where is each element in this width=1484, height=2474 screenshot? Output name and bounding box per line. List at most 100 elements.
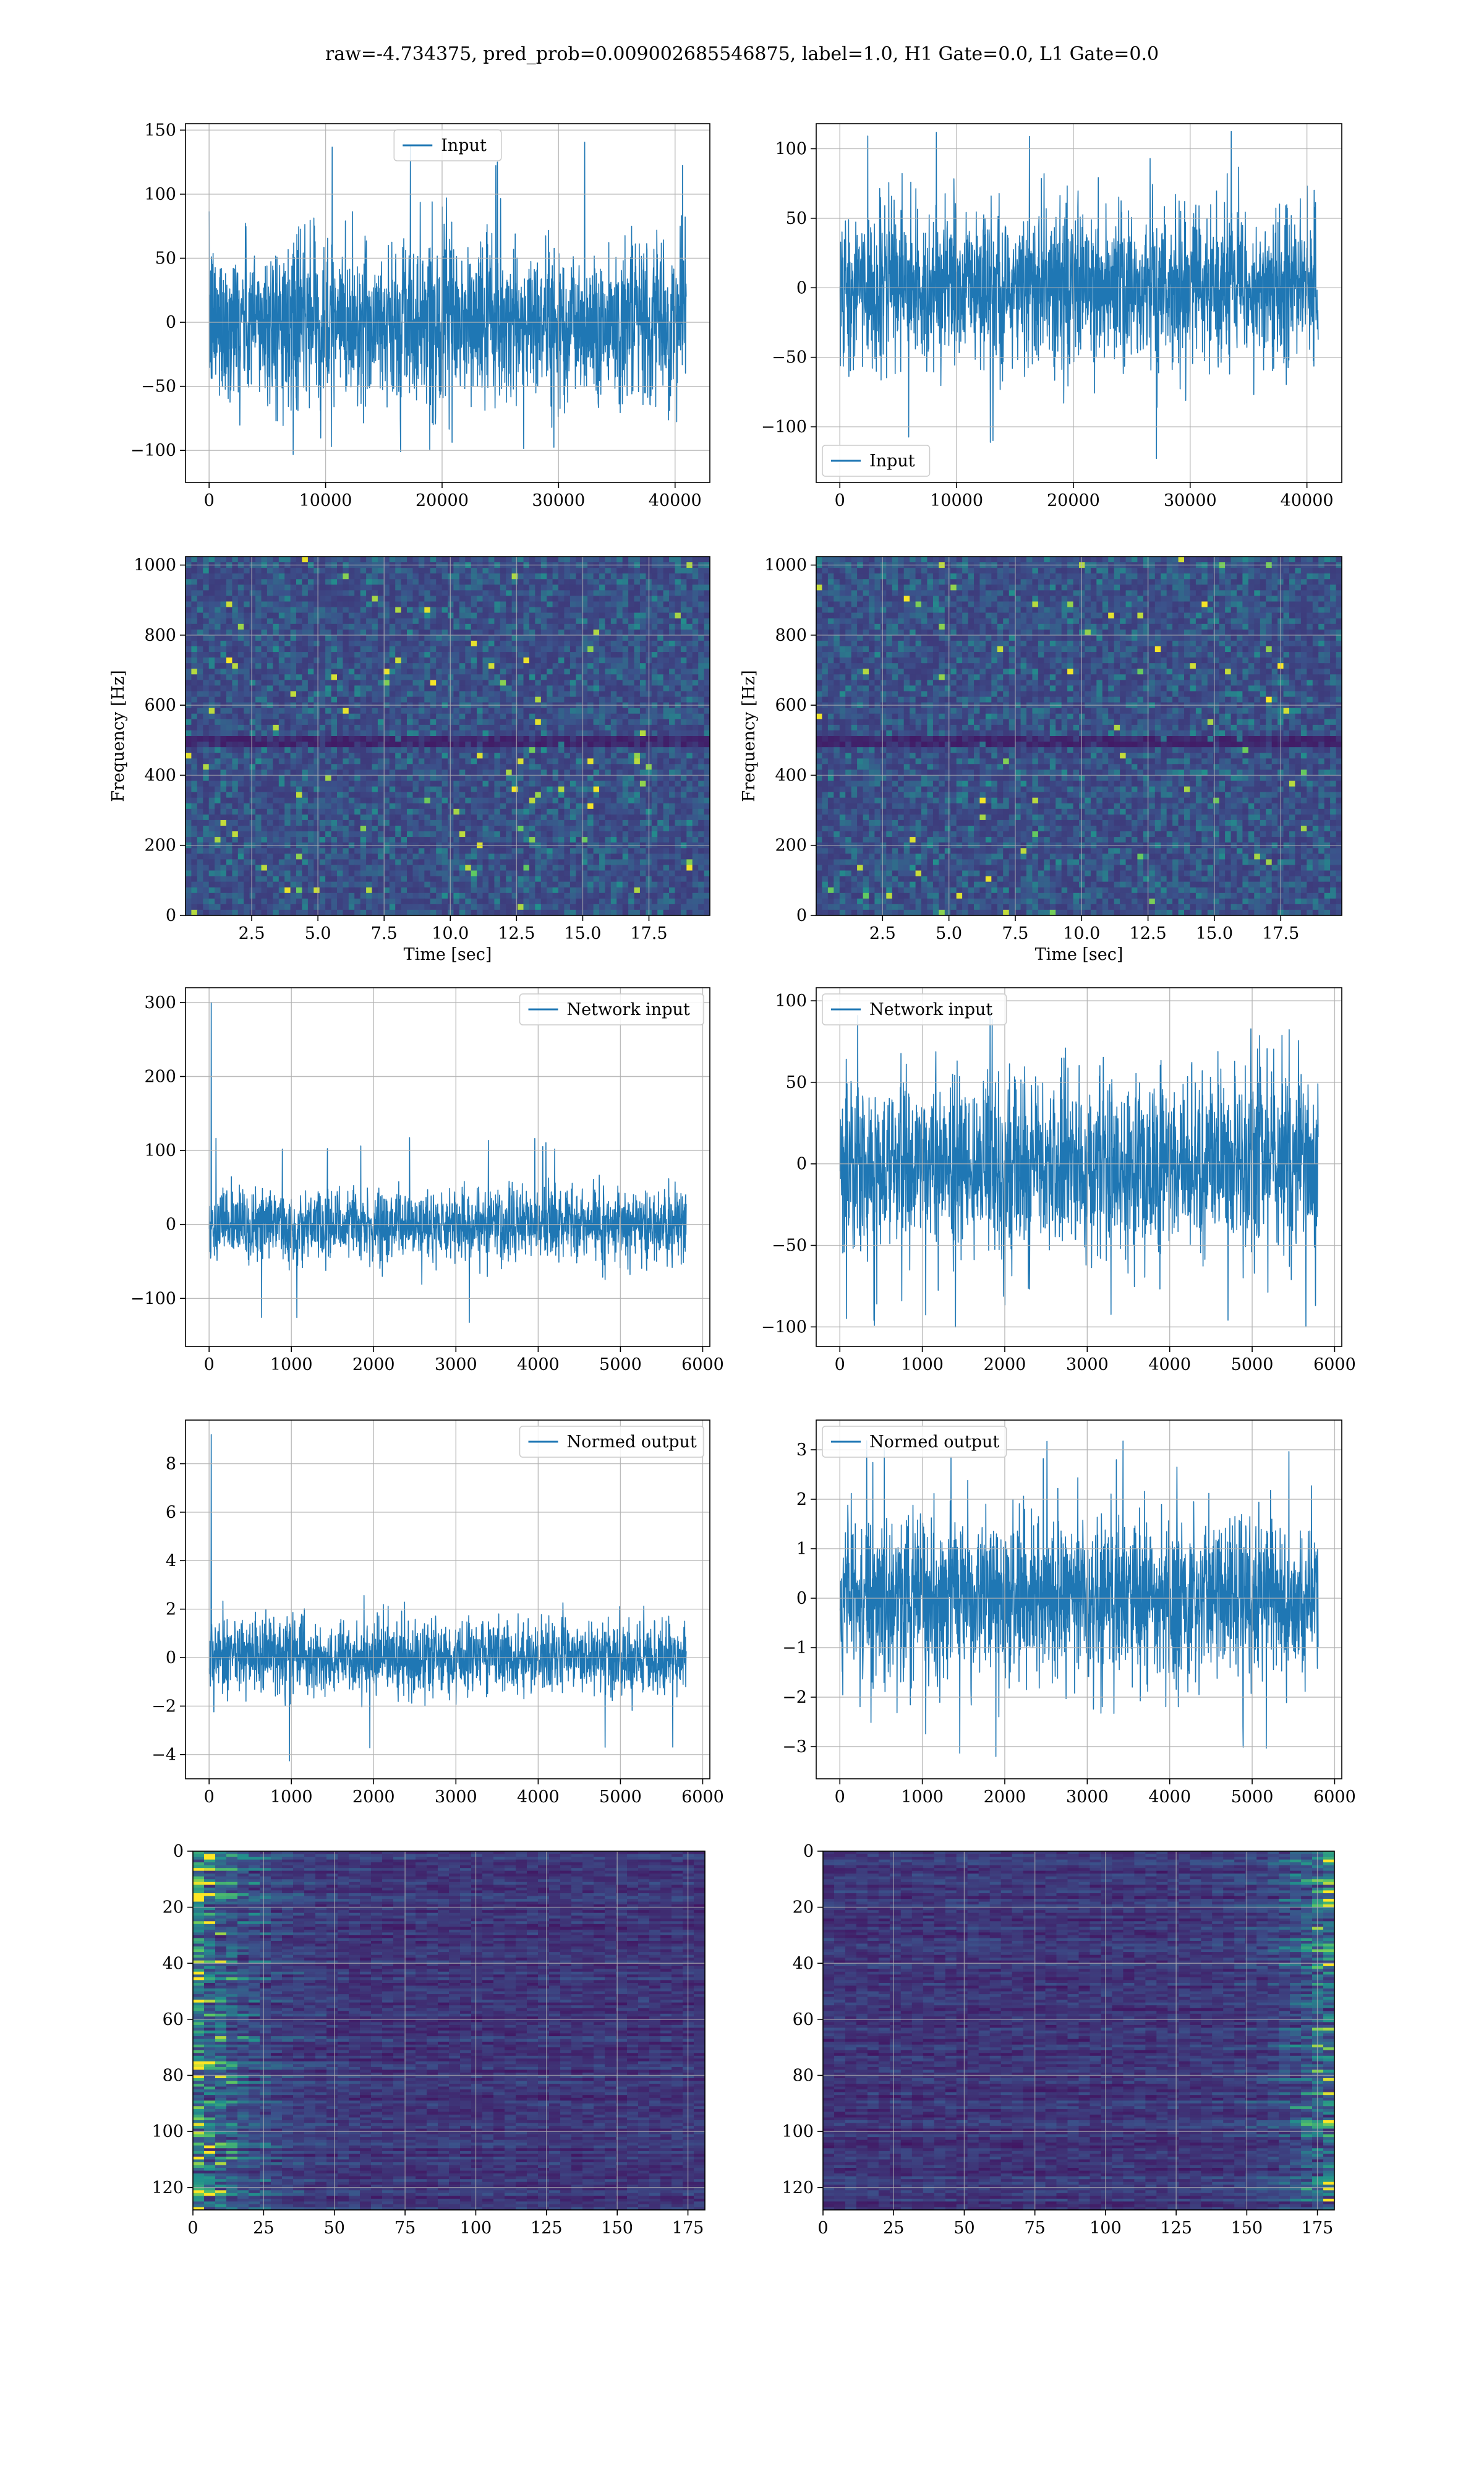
legend: Input <box>822 445 931 477</box>
x-tick-label: 2000 <box>352 1355 395 1374</box>
figure-title: raw=-4.734375, pred_prob=0.0090026855468… <box>0 43 1484 65</box>
x-tick-label: 125 <box>1160 2219 1192 2238</box>
series-line <box>839 1008 1319 1328</box>
x-tick-label: 1000 <box>270 1355 313 1374</box>
x-tick-label: 12.5 <box>1130 924 1167 943</box>
plot-area <box>823 1851 1334 2210</box>
x-tick-label: 2000 <box>352 1787 395 1807</box>
legend-box <box>393 129 502 161</box>
y-tick-label: −100 <box>761 1317 807 1337</box>
y-tick-label: 50 <box>786 209 807 228</box>
x-tick-label: 2000 <box>984 1787 1026 1807</box>
subplot-l1-normed-output: 0 1000 2000 3000 4000 5000 6000 −3 −2 −1 0 1 2 3 Norme… <box>782 1419 1356 1807</box>
y-tick-label: −3 <box>782 1737 807 1757</box>
x-tick-label: 30000 <box>1164 491 1217 510</box>
x-tick-label: 6000 <box>1313 1355 1356 1374</box>
axes-frame <box>816 987 1342 1347</box>
y-tick-label: 100 <box>775 991 807 1011</box>
x-tick-label: 100 <box>1090 2219 1122 2238</box>
y-tick-label: 60 <box>163 2010 184 2029</box>
subplot-h1-network-input: 0 1000 2000 3000 4000 5000 6000 −100 0 100 200 300 N… <box>130 987 724 1374</box>
y-tick-label: 150 <box>144 121 176 140</box>
y-tick-label: 200 <box>144 836 176 855</box>
legend-label: Normed output <box>567 1432 697 1452</box>
y-tick-label: 2 <box>166 1600 176 1619</box>
x-tick-label: 5000 <box>599 1355 642 1374</box>
y-tick-label: 3 <box>796 1440 807 1460</box>
plot-area <box>208 142 687 455</box>
x-tick-label: 5000 <box>1231 1787 1274 1807</box>
legend-box <box>519 993 704 1025</box>
axes-frame <box>185 556 710 916</box>
legend: Input <box>393 129 502 161</box>
x-tick-label: 75 <box>394 2219 416 2238</box>
x-tick-label: 7.5 <box>1002 924 1028 943</box>
grid <box>186 1420 710 1779</box>
x-tick-label: 4000 <box>1148 1355 1191 1374</box>
plot-area <box>208 1002 687 1323</box>
x-tick-label: 150 <box>601 2219 633 2238</box>
x-tick-label: 5000 <box>1231 1355 1274 1374</box>
y-tick-label: 600 <box>775 696 807 715</box>
grid <box>816 124 1342 482</box>
x-tick-label: 30000 <box>532 491 585 510</box>
x-tick-label: 2000 <box>984 1355 1026 1374</box>
y-tick-label: 80 <box>163 2066 184 2086</box>
axes-frame <box>192 1851 706 2211</box>
series-line <box>208 1434 687 1761</box>
subplot-h1-input: 0 10000 20000 30000 40000 −100 −50 0 50 100 150 Inp… <box>130 121 710 510</box>
axes-frame <box>822 1851 1335 2211</box>
subplot-l1-feature-map: 0 25 50 75 100 125 150 175 0 20 40 60 80 100 120 <box>782 1842 1335 2238</box>
axes-frame <box>185 1419 710 1779</box>
y-tick-label: 0 <box>796 1155 807 1174</box>
legend-box <box>822 993 1007 1025</box>
y-tick-label: −4 <box>151 1745 176 1765</box>
x-tick-label: 75 <box>1024 2219 1045 2238</box>
y-tick-label: 120 <box>151 2178 184 2198</box>
y-tick-label: 1000 <box>764 556 807 575</box>
y-tick-label: 300 <box>144 993 176 1012</box>
x-tick-label: 25 <box>883 2219 904 2238</box>
x-tick-label: 3000 <box>435 1355 477 1374</box>
x-tick-label: 15.0 <box>1196 924 1233 943</box>
subplot-h1-normed-output: 0 1000 2000 3000 4000 5000 6000 −4 −2 0 2 4 6 8 Normed… <box>151 1419 724 1807</box>
y-tick-label: 200 <box>144 1068 176 1087</box>
plot-area <box>193 1851 705 2210</box>
y-tick-label: 8 <box>166 1455 176 1474</box>
axes-frame <box>816 1419 1342 1779</box>
y-tick-label: 6 <box>166 1503 176 1522</box>
y-tick-label: 50 <box>155 249 176 268</box>
grid <box>186 988 710 1346</box>
y-tick-label: 100 <box>144 1141 176 1160</box>
y-tick-label: 100 <box>151 2122 184 2141</box>
x-tick-label: 0 <box>187 2219 198 2238</box>
axes-frame <box>185 987 710 1347</box>
x-tick-label: 12.5 <box>498 924 535 943</box>
subplot-l1-spectrogram: 2.5 5.0 7.5 10.0 12.5 15.0 17.5 0 200 400 600 800 10… <box>740 556 1342 964</box>
x-tick-label: 3000 <box>1066 1787 1109 1807</box>
legend: Normed output <box>519 1426 704 1458</box>
y-tick-label: −50 <box>772 1236 807 1256</box>
x-tick-label: 175 <box>1302 2219 1334 2238</box>
x-tick-label: 20000 <box>1047 491 1100 510</box>
legend-label: Network input <box>869 1000 992 1019</box>
y-tick-label: 1000 <box>134 556 176 575</box>
heatmap <box>816 557 1342 915</box>
heatmap <box>186 557 710 915</box>
legend: Network input <box>822 993 1007 1025</box>
x-tick-label: 150 <box>1231 2219 1263 2238</box>
x-tick-label: 20000 <box>416 491 469 510</box>
x-tick-label: 6000 <box>1313 1787 1356 1807</box>
x-tick-label: 175 <box>672 2219 704 2238</box>
y-tick-label: 0 <box>803 1842 814 1861</box>
y-tick-label: 50 <box>786 1073 807 1092</box>
subplot-l1-input: 0 10000 20000 30000 40000 −100 −50 0 50 100 Input <box>761 123 1342 510</box>
legend-box <box>822 445 931 477</box>
x-tick-label: 0 <box>204 1787 215 1807</box>
y-tick-label: −50 <box>772 348 807 367</box>
x-tick-label: 40000 <box>649 491 702 510</box>
legend-label: Input <box>869 452 915 471</box>
y-tick-label: 0 <box>173 1842 184 1861</box>
y-tick-label: 40 <box>793 1954 814 1973</box>
